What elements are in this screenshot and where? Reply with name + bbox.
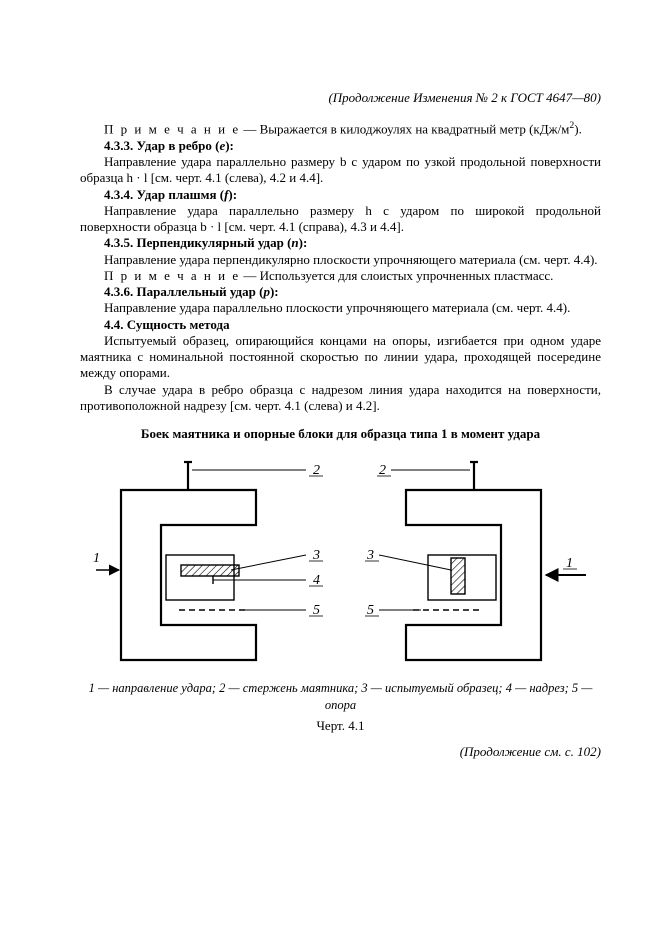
heading-4-3-6: 4.3.6. Параллельный удар (p): bbox=[80, 284, 601, 300]
h435-sym: n bbox=[291, 235, 298, 250]
right-assembly: 2 3 5 1 bbox=[309, 462, 586, 660]
note-1: П р и м е ч а н и е — Выражается в килод… bbox=[80, 120, 601, 138]
continuation-note: (Продолжение см. с. 102) bbox=[80, 744, 601, 760]
note-2-text: — Используется для слоистых упрочненных … bbox=[240, 268, 553, 283]
h433-a: 4.3.3. Удар в ребро ( bbox=[104, 138, 219, 153]
body-4-4-p1: Испытуемый образец, опирающийся концами … bbox=[80, 333, 601, 382]
figure-svg: 2 3 4 5 1 bbox=[91, 450, 591, 670]
h435-a: 4.3.5. Перпендикулярный удар ( bbox=[104, 235, 291, 250]
note-2-label: П р и м е ч а н и е bbox=[104, 268, 240, 283]
note-2: П р и м е ч а н и е — Используется для с… bbox=[80, 268, 601, 284]
h436-b: ): bbox=[270, 284, 279, 299]
note-1-text: — Выражается в килоджоулях на квадратный… bbox=[240, 122, 569, 137]
figure-legend: 1 — направление удара; 2 — стержень маят… bbox=[80, 680, 601, 714]
page-body: (Продолжение Изменения № 2 к ГОСТ 4647—8… bbox=[0, 0, 661, 801]
figure-4-1: 2 3 4 5 1 bbox=[80, 450, 601, 670]
h433-b: ): bbox=[225, 138, 234, 153]
body-4-3-5: Направление удара перпендикулярно плоско… bbox=[80, 252, 601, 268]
h435-b: ): bbox=[299, 235, 308, 250]
heading-4-3-3: 4.3.3. Удар в ребро (e): bbox=[80, 138, 601, 154]
callout-1-left: 1 bbox=[93, 551, 100, 566]
note-1-label: П р и м е ч а н и е bbox=[104, 122, 240, 137]
body-4-3-6: Направление удара параллельно плоскости … bbox=[80, 300, 601, 316]
heading-4-3-4: 4.3.4. Удар плашмя (f): bbox=[80, 187, 601, 203]
h434-b: ): bbox=[228, 187, 237, 202]
figure-title: Боек маятника и опорные блоки для образц… bbox=[80, 426, 601, 442]
header-continuation: (Продолжение Изменения № 2 к ГОСТ 4647—8… bbox=[80, 90, 601, 106]
h436-a: 4.3.6. Параллельный удар ( bbox=[104, 284, 263, 299]
note-1-tail: ). bbox=[574, 122, 582, 137]
figure-number: Черт. 4.1 bbox=[80, 718, 601, 734]
body-4-4-p2: В случае удара в ребро образца с надрезо… bbox=[80, 382, 601, 415]
h434-a: 4.3.4. Удар плашмя ( bbox=[104, 187, 224, 202]
body-4-3-3: Направление удара параллельно размеру b … bbox=[80, 154, 601, 187]
body-4-3-4: Направление удара параллельно размеру h … bbox=[80, 203, 601, 236]
heading-4-3-5: 4.3.5. Перпендикулярный удар (n): bbox=[80, 235, 601, 251]
left-assembly: 2 3 4 5 1 bbox=[93, 462, 320, 660]
heading-4-4: 4.4. Сущность метода bbox=[80, 317, 601, 333]
